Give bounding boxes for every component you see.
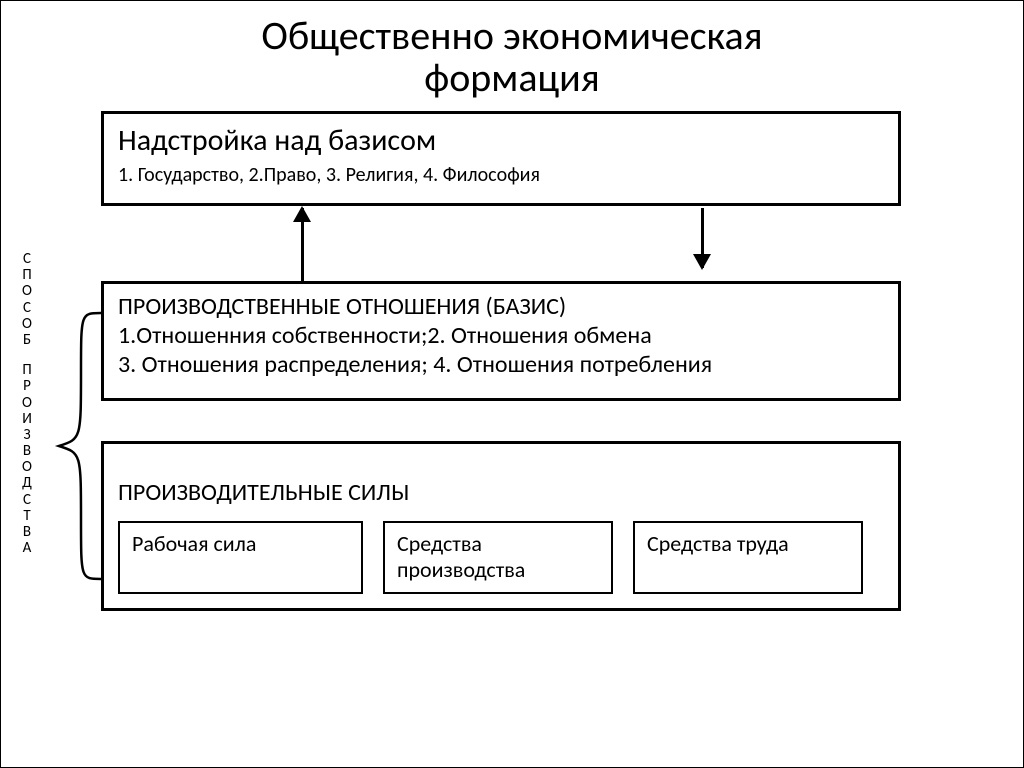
basis-line-1: 1.Отношенния собственности;2. Отношения … — [118, 321, 884, 350]
forces-heading: ПРОИЗВОДИТЕЛЬНЫЕ СИЛЫ — [118, 452, 884, 521]
arrow-down-icon — [701, 208, 704, 268]
forces-item-3: Средства труда — [633, 521, 863, 594]
side-label: СПОСОБ ПРОИЗВОДСТВА — [19, 251, 35, 556]
forces-item-2: Средства производства — [383, 521, 613, 594]
box-forces: ПРОИЗВОДИТЕЛЬНЫЕ СИЛЫ Рабочая сила Средс… — [101, 441, 901, 611]
title-line-2: формация — [424, 53, 600, 102]
brace-icon — [53, 311, 101, 581]
forces-item-1: Рабочая сила — [118, 521, 363, 594]
page-title: Общественно экономическая формация — [1, 1, 1023, 99]
superstructure-heading: Надстройка над базисом — [118, 122, 884, 159]
box-basis: ПРОИЗВОДСТВЕННЫЕ ОТНОШЕНИЯ (БАЗИС) 1.Отн… — [101, 281, 901, 401]
basis-line-2: 3. Отношения распределения; 4. Отношения… — [118, 350, 884, 379]
superstructure-subtitle: 1. Государство, 2.Право, 3. Религия, 4. … — [118, 163, 884, 187]
arrow-up-icon — [301, 208, 304, 281]
box-superstructure: Надстройка над базисом 1. Государство, 2… — [101, 111, 901, 206]
basis-heading: ПРОИЗВОДСТВЕННЫЕ ОТНОШЕНИЯ (БАЗИС) — [118, 292, 884, 321]
